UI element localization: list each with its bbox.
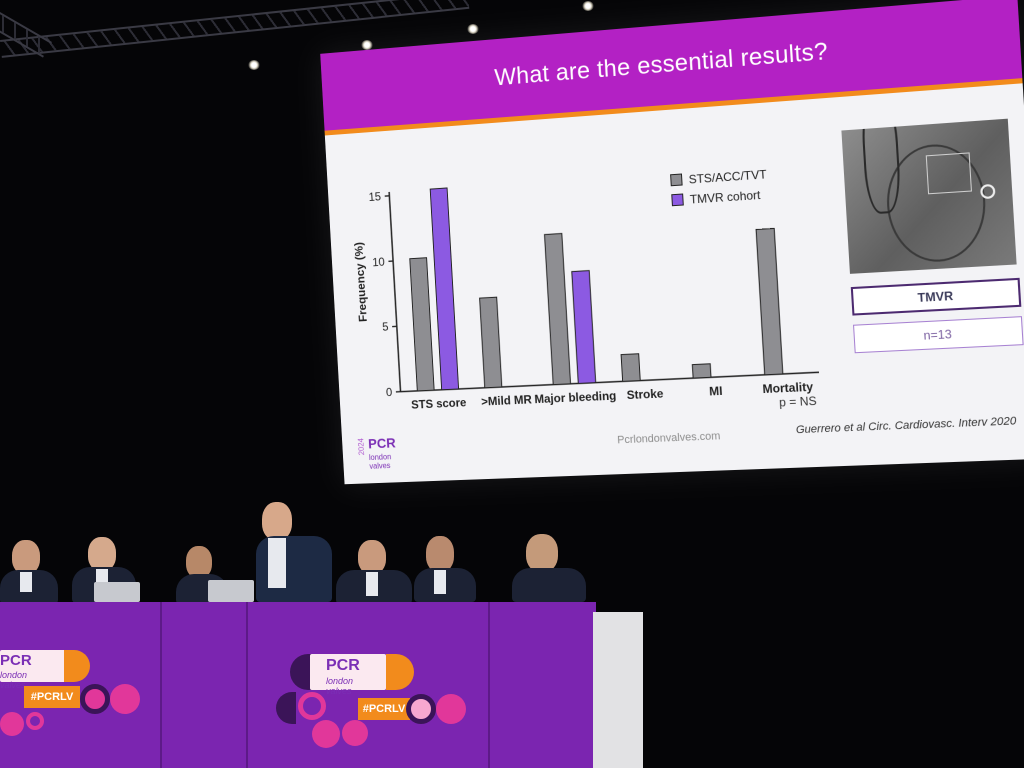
table-banner-hashtag: #PCRLV [358,698,410,720]
bar [621,354,640,382]
table-banner-hashtag: #PCRLV [24,686,80,708]
legend-label: TMVR cohort [690,189,762,207]
logo-brand: PCR [368,435,396,452]
table-banner-subtitle: london valves [0,670,27,690]
bar [572,271,596,384]
logo-subtitle: london valves [369,452,415,471]
bar [430,188,458,390]
x-tick-label: STS score [411,396,467,411]
panel-table: PCR london valves #PCRLV PCR london valv… [0,602,596,768]
x-axis-labels: STS score >Mild MR Major bleeding Stroke MI M… [411,380,814,411]
legend-swatch [672,194,684,206]
chart-legend: STS/ACC/TVT TMVR cohort [671,168,769,208]
spotlight-icon [582,1,594,11]
y-axis-label: Frequency (%) [353,242,370,323]
x-tick-label: MI [709,385,723,399]
presentation-slide: What are the essential results? Frequenc… [320,0,1024,484]
legend-swatch [671,174,683,186]
bar [756,228,783,374]
bar [545,233,571,384]
x-tick-label: Major bleeding [534,389,617,406]
laptop [94,582,140,602]
y-tick-label: 5 [382,321,389,334]
y-tick-label: 15 [368,190,382,204]
spotlight-icon [248,60,260,70]
pcr-slide-logo: 2024 PCR london valves [357,434,415,469]
logo-year: 2024 [357,438,366,456]
y-tick-label: 10 [372,255,386,269]
y-tick-label: 0 [386,386,393,399]
bar [480,297,502,388]
spotlight-icon [467,24,479,34]
x-tick-label: Stroke [626,387,664,402]
lectern [593,612,643,768]
tmvr-fluoroscopy-image [841,119,1016,274]
x-tick-label: >Mild MR [481,393,533,408]
p-value-note: p = NS [779,394,817,410]
citation: Guerrero et al Circ. Cardiovasc. Interv … [796,415,1017,436]
table-banner-brand: PCR [0,652,32,669]
tmvr-label-box: TMVR [851,278,1022,316]
table-banner-subtitle: london valves [326,676,353,696]
bar [410,258,434,391]
sample-size-box: n=13 [853,316,1024,353]
bar-chart: Frequency (%) 0 5 10 15 STS score >Mild MR Ma… [334,104,856,430]
legend-label: STS/ACC/TVT [688,168,767,187]
slide-banner: What are the essential results? [320,0,1022,135]
slide-title: What are the essential results? [494,38,829,92]
footer-website: Pcrlondonvalves.com [617,430,721,446]
table-banner-brand: PCR [326,657,360,675]
y-axis-line [389,192,400,392]
bar [692,364,711,378]
laptop [208,580,254,602]
